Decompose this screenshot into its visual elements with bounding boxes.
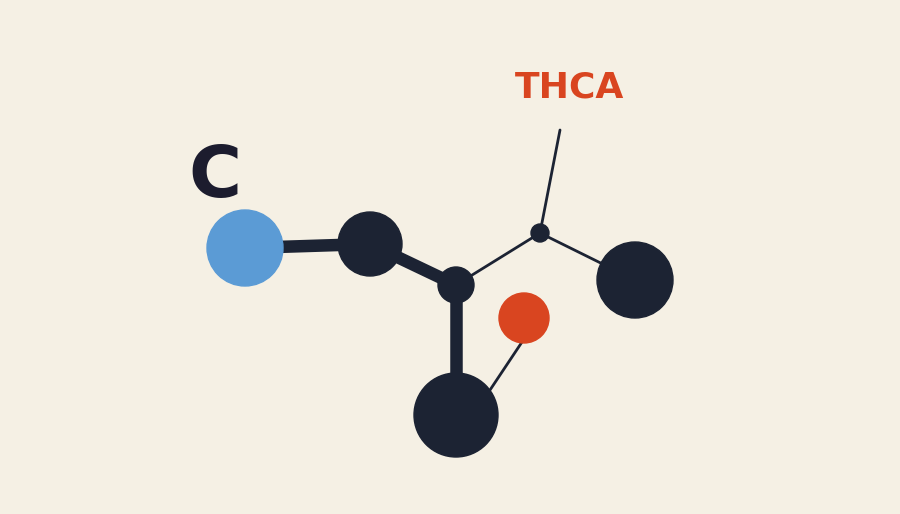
Circle shape <box>338 212 402 276</box>
Circle shape <box>531 224 549 242</box>
Text: C: C <box>188 143 241 212</box>
Circle shape <box>414 373 498 457</box>
Text: THCA: THCA <box>516 71 625 105</box>
Circle shape <box>207 210 283 286</box>
Circle shape <box>499 293 549 343</box>
Circle shape <box>597 242 673 318</box>
Circle shape <box>438 267 474 303</box>
